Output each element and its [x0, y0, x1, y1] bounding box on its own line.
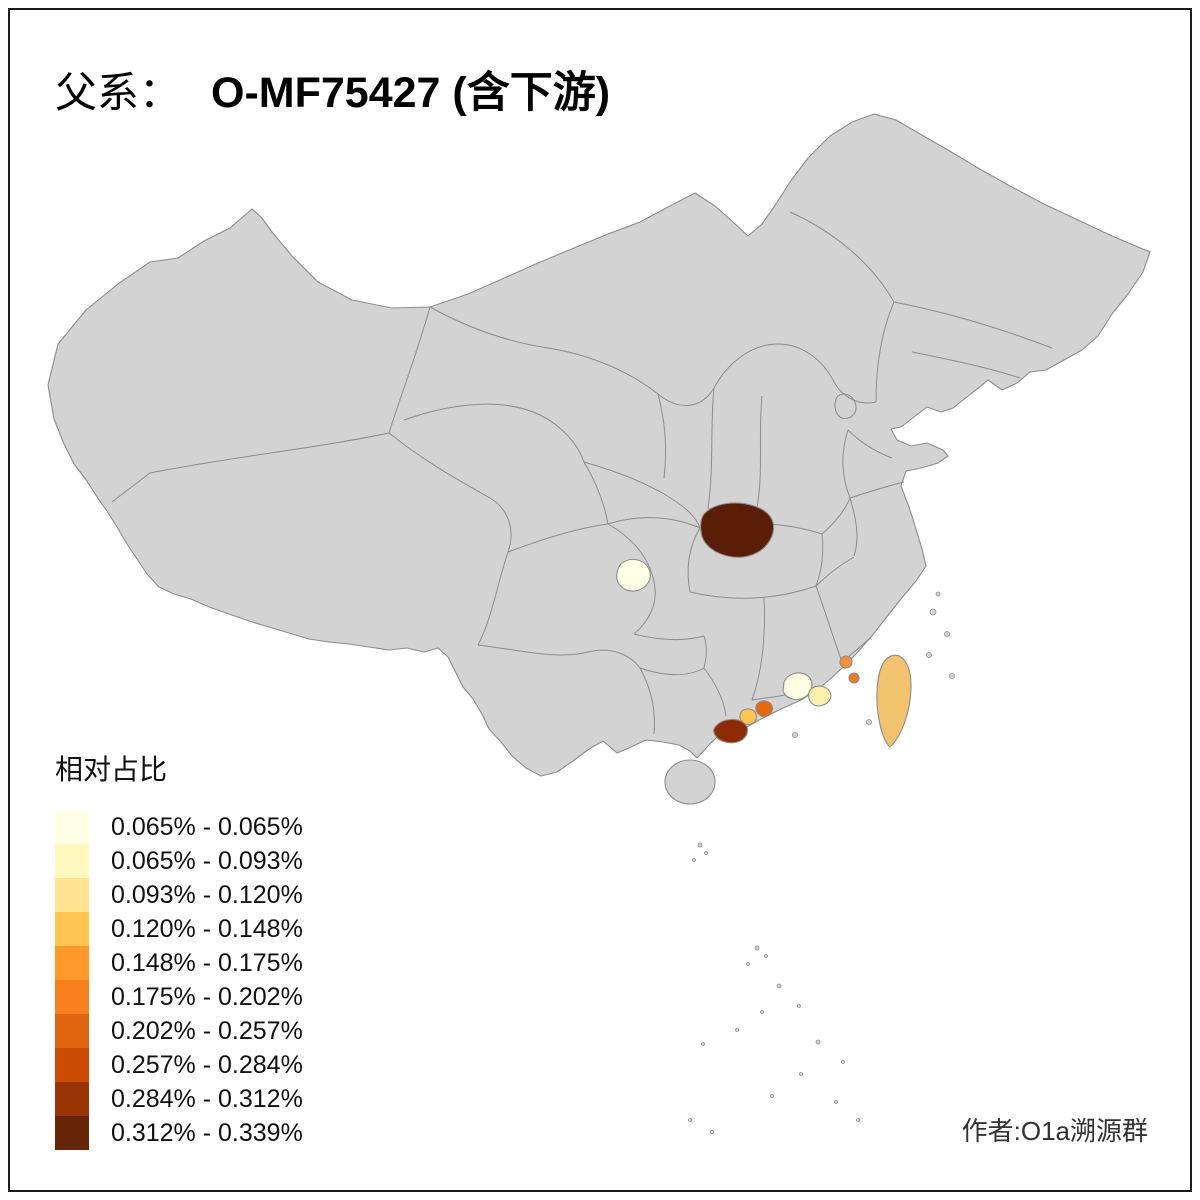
legend-label: 0.312% - 0.339% — [111, 1118, 303, 1147]
map-region-guangdong-pale-west — [782, 672, 813, 700]
legend-swatch — [55, 912, 89, 946]
legend-row: 0.148% - 0.175% — [55, 946, 303, 980]
map-region-guangdong-dark-red — [713, 718, 749, 744]
legend-label: 0.284% - 0.312% — [111, 1084, 303, 1113]
legend-swatch — [55, 810, 89, 844]
legend-swatch — [55, 1082, 89, 1116]
legend-row: 0.312% - 0.339% — [55, 1116, 303, 1150]
hainan-island — [664, 759, 716, 805]
map-region-taiwan — [876, 654, 912, 748]
legend-swatch — [55, 1116, 89, 1150]
map-layer — [47, 113, 1151, 1134]
title-prefix: 父系： — [55, 71, 182, 117]
legend-row: 0.202% - 0.257% — [55, 1014, 303, 1048]
map-region-fujian-dot-south — [848, 672, 860, 684]
legend-row: 0.175% - 0.202% — [55, 980, 303, 1014]
map-region-chongqing-pale — [616, 558, 651, 592]
legend-row: 0.120% - 0.148% — [55, 912, 303, 946]
legend-title: 相对占比 — [55, 754, 168, 785]
page-title: 父系： O-MF75427 (含下游) — [55, 58, 610, 120]
legend-label: 0.065% - 0.065% — [111, 812, 303, 841]
legend-swatch — [55, 1048, 89, 1082]
province-borders — [111, 211, 1053, 735]
legend: 相对占比 0.065% - 0.065% 0.065% - 0.093% 0.0… — [55, 748, 303, 1150]
legend-label: 0.065% - 0.093% — [111, 846, 303, 875]
author-credit: 作者:O1a溯源群 — [961, 1116, 1148, 1146]
legend-swatch — [55, 878, 89, 912]
legend-swatch — [55, 1014, 89, 1048]
map-region-fujian-dot-north — [839, 655, 853, 669]
china-mainland — [47, 113, 1151, 777]
map-region-guangdong-orange — [755, 700, 773, 717]
legend-label: 0.257% - 0.284% — [111, 1050, 303, 1079]
highlighted-regions — [616, 502, 912, 748]
title-main: O-MF75427 (含下游) — [211, 69, 611, 117]
legend-row: 0.093% - 0.120% — [55, 878, 303, 912]
islands-group — [664, 591, 955, 1134]
legend-label: 0.175% - 0.202% — [111, 982, 303, 1011]
legend-swatch — [55, 844, 89, 878]
legend-label: 0.093% - 0.120% — [111, 880, 303, 909]
legend-label: 0.148% - 0.175% — [111, 948, 303, 977]
map-region-central-china-dark — [700, 502, 775, 558]
legend-row: 0.284% - 0.312% — [55, 1082, 303, 1116]
map-region-guangdong-pale-east — [808, 685, 832, 707]
legend-row: 0.065% - 0.093% — [55, 844, 303, 878]
legend-swatch — [55, 980, 89, 1014]
legend-swatch — [55, 946, 89, 980]
legend-label: 0.120% - 0.148% — [111, 914, 303, 943]
legend-row: 0.257% - 0.284% — [55, 1048, 303, 1082]
legend-label: 0.202% - 0.257% — [111, 1016, 303, 1045]
legend-row: 0.065% - 0.065% — [55, 810, 303, 844]
